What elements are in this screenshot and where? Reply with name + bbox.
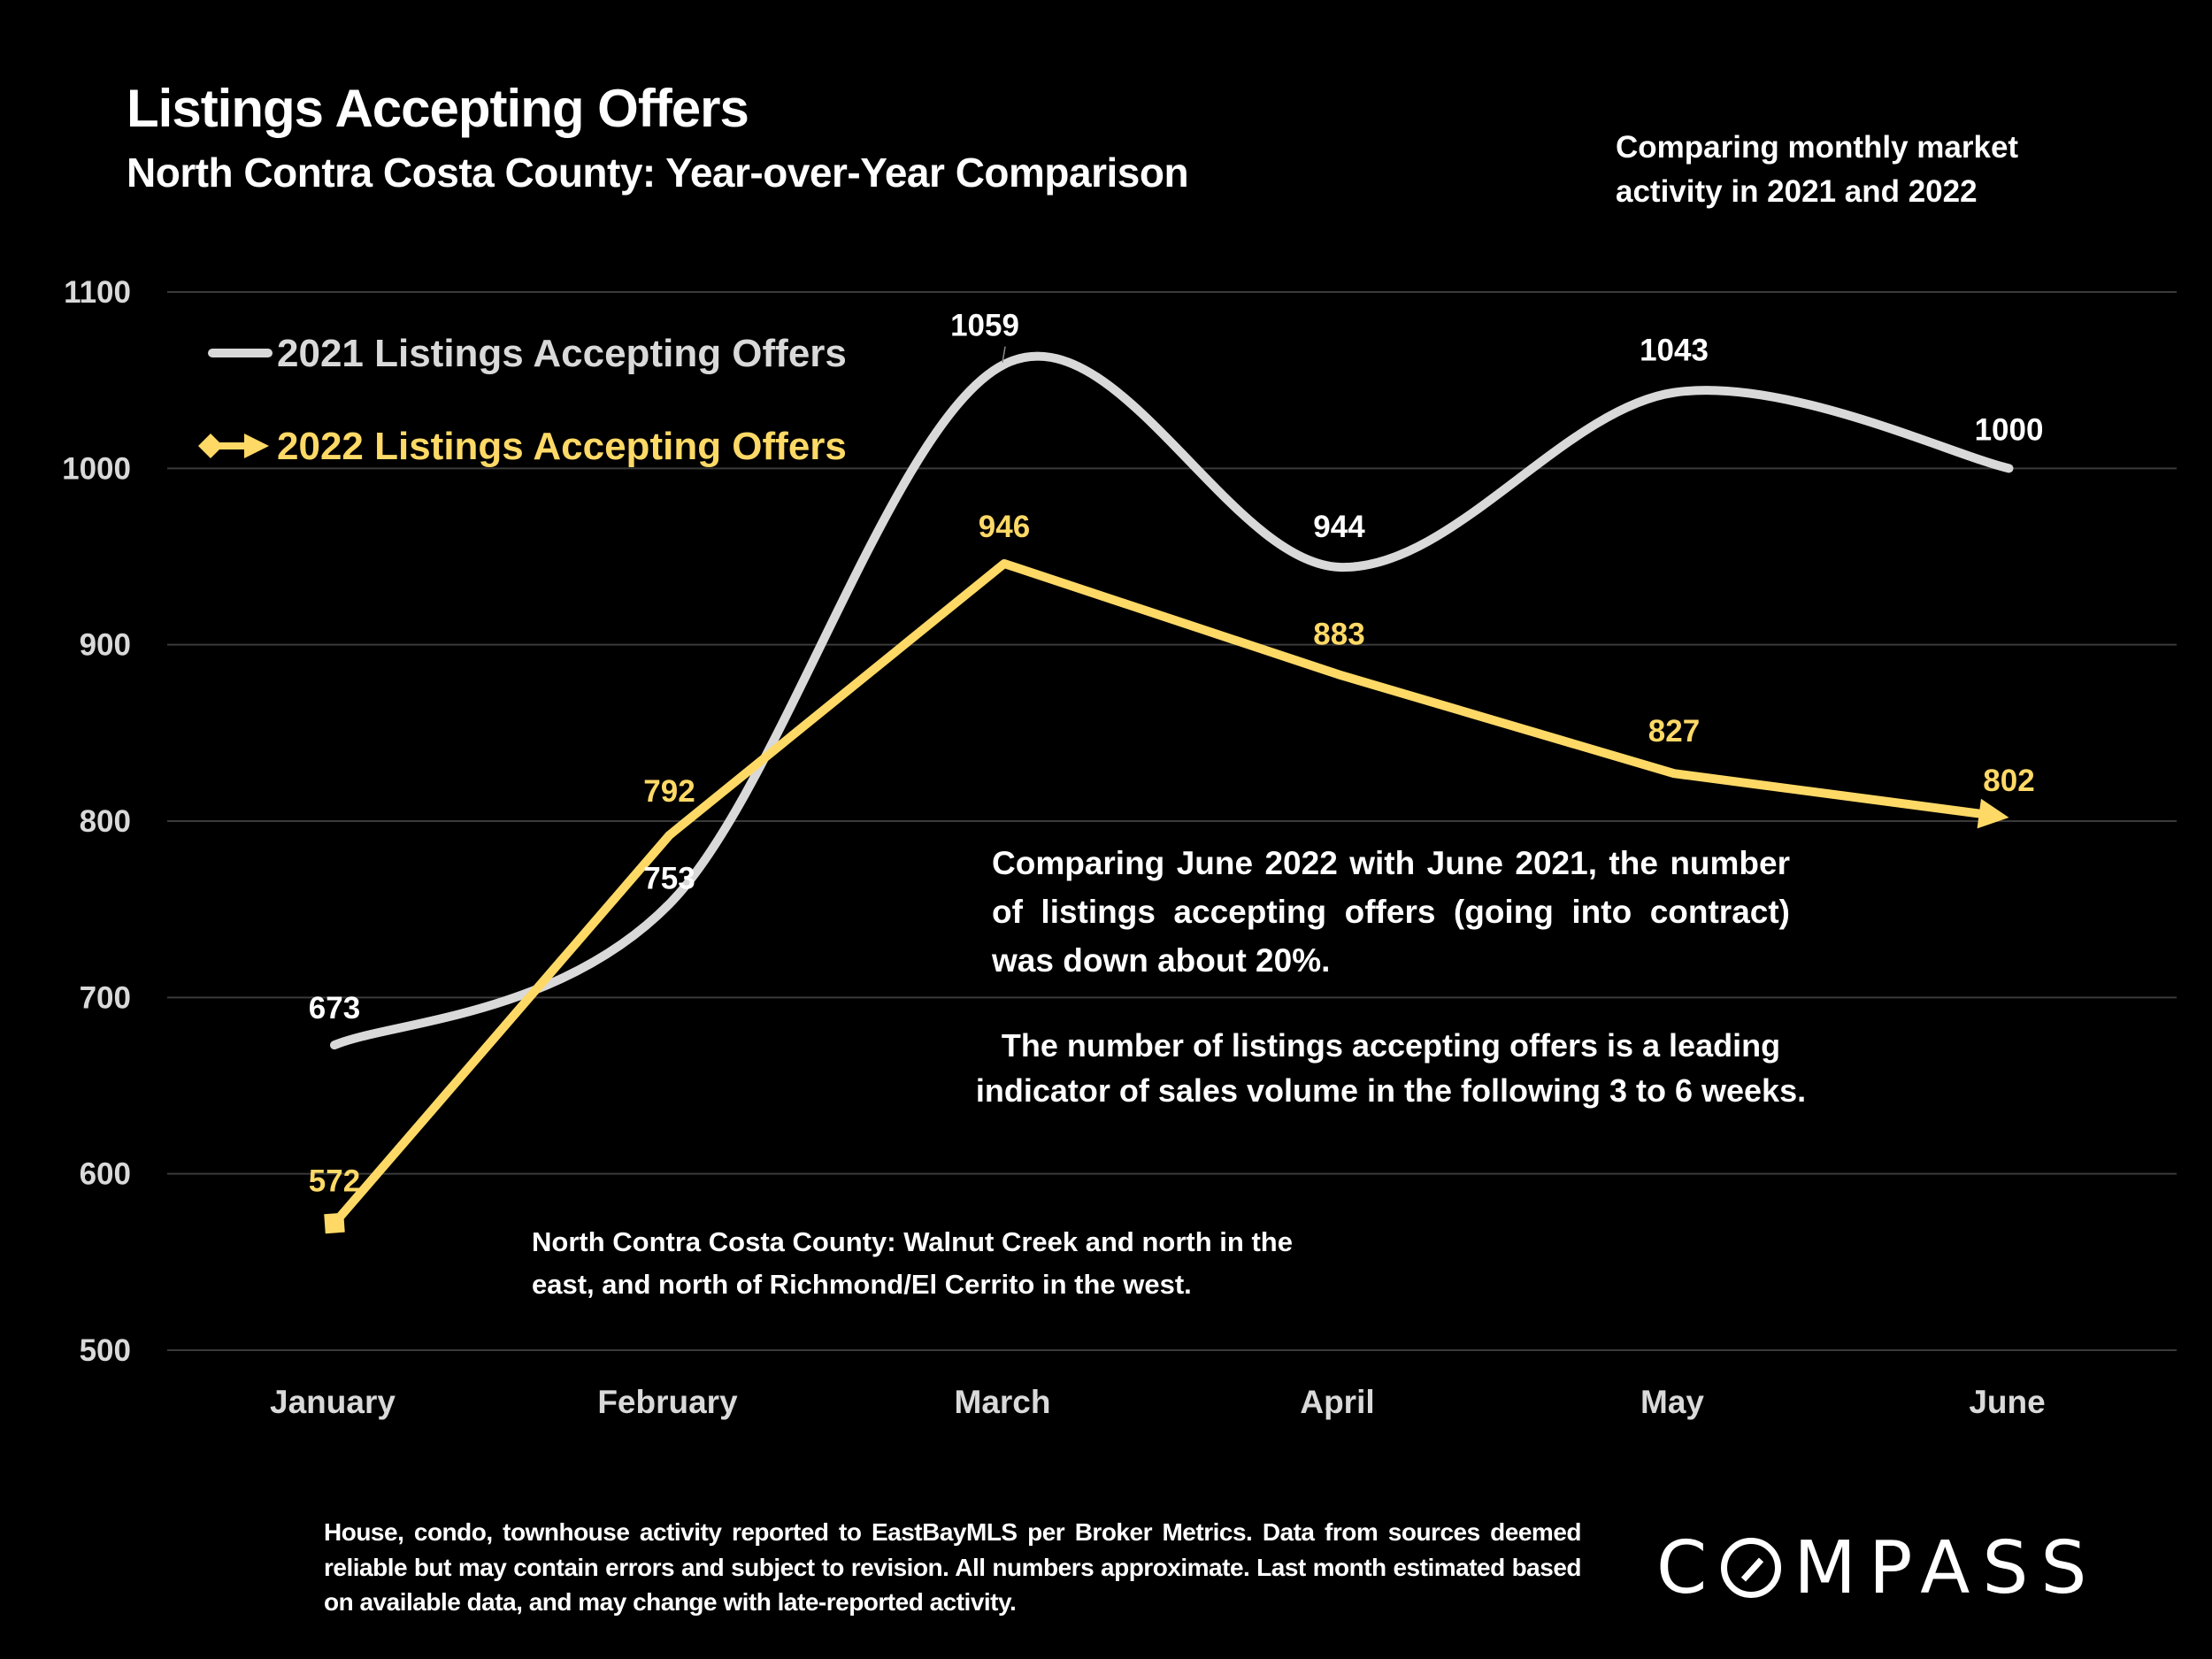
data-label-2022: 572 xyxy=(309,1164,360,1198)
y-tick-label: 700 xyxy=(80,980,131,1015)
series-2021-line xyxy=(330,351,2014,1050)
annotation-comparison: Comparing June 2022 with June 2021, the … xyxy=(992,845,1790,979)
compass-logo: C MPASS xyxy=(1656,1526,2099,1610)
y-tick-label: 500 xyxy=(80,1333,131,1368)
x-tick-label: January xyxy=(270,1384,396,1420)
data-label-2021: 753 xyxy=(643,862,695,896)
compass-logo-rest: MPASS xyxy=(1793,1525,2100,1610)
series-2022-end-arrow xyxy=(1977,798,2009,829)
data-label-2022: 883 xyxy=(1313,618,1364,652)
series-2022-line xyxy=(331,558,1984,1226)
y-tick-label: 800 xyxy=(80,804,131,839)
side-note: Comparing monthly market activity in 202… xyxy=(1616,130,2019,209)
x-tick-label: May xyxy=(1640,1384,1704,1420)
chart-title: Listings Accepting Offers xyxy=(127,79,749,138)
legend-2022-label: 2022 Listings Accepting Offers xyxy=(277,425,847,468)
series-2022-start-marker xyxy=(324,1212,345,1234)
data-label-2022: 827 xyxy=(1648,714,1700,749)
y-tick-label: 1000 xyxy=(62,451,131,486)
chart-subtitle: North Contra Costa County: Year-over-Yea… xyxy=(127,150,1189,196)
footer-disclaimer: House, condo, townhouse activity reporte… xyxy=(324,1518,1582,1616)
x-tick-label: April xyxy=(1300,1384,1374,1420)
y-tick-label: 1100 xyxy=(64,275,131,310)
x-tick-label: February xyxy=(597,1384,738,1420)
compass-logo-o-icon xyxy=(1721,1538,1782,1598)
x-tick-label: June xyxy=(1969,1384,2045,1420)
data-label-2022: 946 xyxy=(979,510,1030,544)
data-label-2022: 802 xyxy=(1983,764,2034,798)
legend-2021-label: 2021 Listings Accepting Offers xyxy=(277,332,847,375)
data-label-2021: 1059 xyxy=(950,309,1019,343)
y-tick-label: 900 xyxy=(80,628,131,663)
annotation-leading-indicator: The number of listings accepting offers … xyxy=(975,1027,1807,1109)
legend-2022-arrow-icon xyxy=(244,434,269,458)
data-label-2021: 1000 xyxy=(1975,412,2044,447)
data-label-2021: 673 xyxy=(309,991,360,1025)
data-label-2022: 792 xyxy=(643,774,695,809)
data-label-2021: 1043 xyxy=(1640,334,1709,368)
legend-2022-diamond-icon xyxy=(198,434,223,458)
data-label-2021: 944 xyxy=(1313,510,1365,544)
y-tick-label: 600 xyxy=(80,1157,131,1192)
leader-line xyxy=(1002,346,1006,363)
compass-logo-c: C xyxy=(1656,1525,1720,1610)
county-definition-note: North Contra Costa County: Walnut Creek … xyxy=(532,1226,1293,1300)
x-tick-label: March xyxy=(955,1384,1051,1420)
